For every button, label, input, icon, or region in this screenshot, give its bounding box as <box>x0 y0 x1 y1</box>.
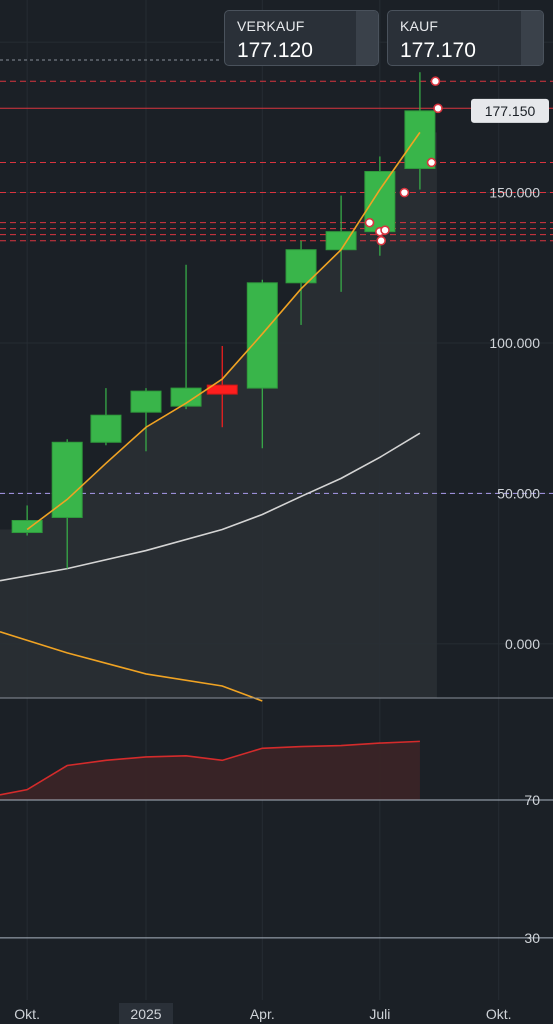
x-tick-label: Okt. <box>14 1006 40 1022</box>
last-price-label: 177.150 <box>485 103 536 119</box>
candle-2024-11-01 <box>51 439 83 569</box>
candle-body <box>246 282 278 389</box>
rsi-tick-label: 70 <box>524 792 540 808</box>
sell-button[interactable]: VERKAUF 177.120 <box>224 10 379 66</box>
last-price-badge <box>471 98 549 123</box>
x-tick-label: Apr. <box>250 1006 275 1022</box>
sell-label: VERKAUF <box>237 18 305 34</box>
candle-2025-01-01 <box>130 388 162 452</box>
candle-2025-05-01 <box>285 240 317 325</box>
candle-2025-02-01 <box>170 264 202 410</box>
order-marker-1 <box>433 103 443 114</box>
candle-body <box>170 387 202 407</box>
sell-button-edge <box>356 11 378 65</box>
y-tick-label: 150.000 <box>489 185 540 201</box>
sell-price: 177.120 <box>237 39 313 62</box>
rsi-line <box>0 740 420 796</box>
history-shaded-area <box>0 132 437 699</box>
y-tick-label: 100.000 <box>489 335 540 351</box>
y-tick-label: 50.000 <box>497 485 540 501</box>
candle-body <box>130 390 162 413</box>
year-label-background <box>119 1003 174 1024</box>
x-tick-label: 2025 <box>130 1006 161 1022</box>
order-marker-7 <box>376 235 386 246</box>
fast-moving-average <box>26 131 421 531</box>
order-marker-3 <box>399 187 410 198</box>
order-marker-0 <box>430 76 441 87</box>
x-tick-label: Juli <box>369 1006 390 1022</box>
candle-body <box>285 249 317 284</box>
candle-2024-12-01 <box>90 388 122 446</box>
candle-body <box>51 441 83 518</box>
order-marker-2 <box>426 157 437 168</box>
order-marker-4 <box>364 217 375 228</box>
candle-body <box>90 414 122 443</box>
rsi-overbought-fill <box>0 741 420 800</box>
y-tick-label: 0.000 <box>505 636 540 652</box>
buy-label: KAUF <box>400 18 439 34</box>
x-tick-label: Okt. <box>486 1006 512 1022</box>
order-marker-6 <box>380 225 390 235</box>
lower-indicator-line <box>0 631 263 702</box>
buy-button-edge <box>521 11 543 65</box>
slow-moving-average <box>0 432 421 582</box>
buy-button[interactable]: KAUF 177.170 <box>387 10 544 66</box>
candle-2025-04-01 <box>246 279 278 449</box>
rsi-tick-label: 30 <box>524 930 540 946</box>
buy-price: 177.170 <box>400 39 476 62</box>
